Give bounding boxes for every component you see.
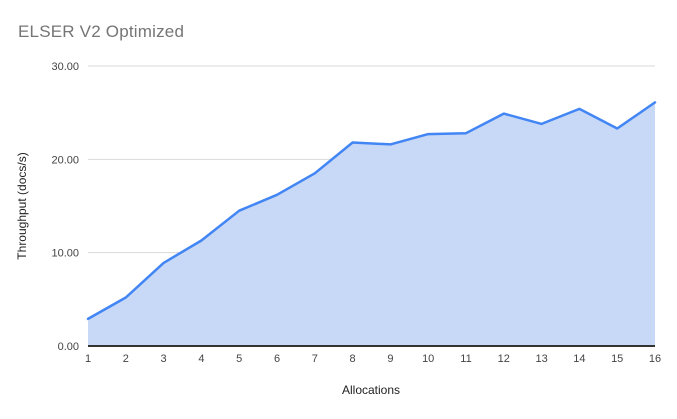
series-area-fill	[88, 102, 655, 347]
chart-title: ELSER V2 Optimized	[18, 22, 185, 41]
series-line	[86, 101, 657, 321]
x-tick-label: 8	[350, 353, 356, 365]
x-tick-label: 12	[498, 353, 510, 365]
y-tick-label: 0.00	[58, 341, 79, 353]
y-tick-label: 10.00	[51, 248, 79, 260]
x-tick-label: 6	[274, 353, 280, 365]
x-tick-label: 2	[123, 353, 129, 365]
x-tick-label: 10	[422, 353, 434, 365]
y-tick-labels: 0.00 10.00 20.00 30.00	[51, 61, 79, 353]
x-tick-label: 14	[573, 353, 585, 365]
x-tick-label: 7	[312, 353, 318, 365]
x-tick-label: 11	[460, 353, 471, 365]
x-tick-labels: 1 2 3 4 5 6 7 8 9 10 11 12 13 14 15 16	[85, 353, 661, 365]
x-tick-label: 9	[387, 353, 393, 365]
x-tick-label: 15	[611, 353, 623, 365]
x-tick-label: 4	[198, 353, 204, 365]
x-tick-label: 5	[236, 353, 242, 365]
x-tick-label: 3	[161, 353, 167, 365]
y-axis-title: Throughput (docs/s)	[15, 152, 29, 259]
y-tick-label: 30.00	[51, 61, 79, 73]
area-series	[86, 101, 657, 347]
x-tick-label: 13	[535, 353, 547, 365]
x-axis-title: Allocations	[342, 383, 400, 397]
y-tick-label: 20.00	[51, 154, 79, 166]
x-tick-label: 16	[649, 353, 661, 365]
x-tick-label: 1	[85, 353, 91, 365]
